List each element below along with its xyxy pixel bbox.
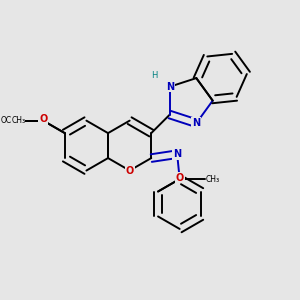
Text: O: O [176,172,184,183]
Text: H: H [152,71,158,80]
Text: O: O [39,114,47,124]
Text: O: O [125,166,134,176]
Text: O: O [39,116,47,126]
Text: CH₃: CH₃ [11,116,25,125]
Text: N: N [166,82,174,92]
Text: CH₃: CH₃ [206,175,220,184]
Text: N: N [173,149,181,159]
Text: N: N [192,118,200,128]
Text: OCH₃: OCH₃ [1,116,20,125]
